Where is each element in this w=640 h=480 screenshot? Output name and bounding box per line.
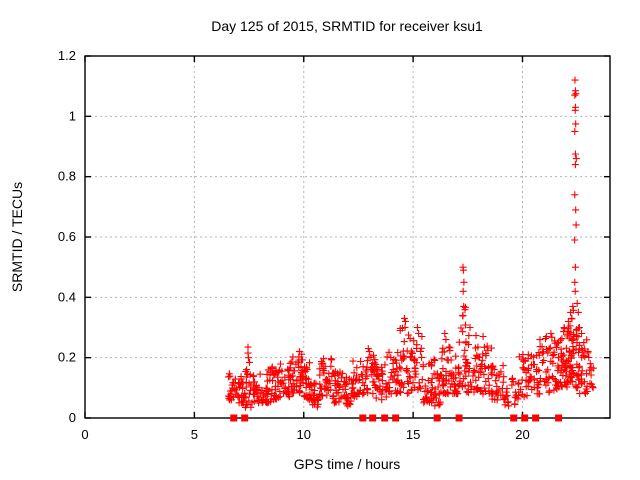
y-tick-label: 1.2 [58, 48, 76, 63]
zero-flag-square [230, 414, 238, 422]
y-tick-labels: 0 0.2 0.4 0.6 0.8 1 1.2 [58, 48, 76, 425]
x-tick-labels: 0 5 10 15 20 [81, 427, 529, 442]
y-tick-label: 0.6 [58, 229, 76, 244]
x-tick-label: 15 [406, 427, 420, 442]
zero-flag-square [241, 414, 249, 422]
y-tick-label: 0 [69, 410, 76, 425]
chart-title: Day 125 of 2015, SRMTID for receiver ksu… [211, 18, 483, 34]
y-axis-label: SRMTID / TECUs [9, 182, 25, 292]
y-tick-label: 0.2 [58, 350, 76, 365]
zero-flag-square [555, 414, 563, 422]
zero-flag-square [455, 414, 463, 422]
zero-flag-square [392, 414, 400, 422]
y-tick-label: 0.8 [58, 169, 76, 184]
y-tick-label: 1 [69, 108, 76, 123]
x-tick-label: 0 [81, 427, 88, 442]
zero-flag-square [359, 414, 367, 422]
x-tick-label: 10 [297, 427, 311, 442]
zero-flag-markers [230, 414, 563, 422]
x-tick-label: 20 [515, 427, 529, 442]
zero-flag-square [433, 414, 441, 422]
zero-flag-square [381, 414, 389, 422]
x-axis-label: GPS time / hours [294, 456, 401, 472]
zero-flag-square [532, 414, 540, 422]
data-points [224, 76, 597, 411]
y-tick-label: 0.4 [58, 289, 76, 304]
zero-flag-square [521, 414, 529, 422]
x-tick-label: 5 [191, 427, 198, 442]
zero-flag-square [369, 414, 377, 422]
zero-flag-square [510, 414, 518, 422]
